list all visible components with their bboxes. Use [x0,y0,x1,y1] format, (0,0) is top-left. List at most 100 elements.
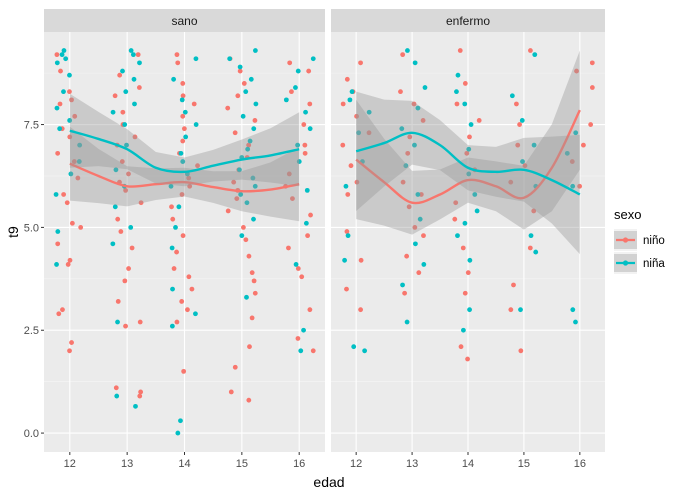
data-point [181,126,187,132]
data-point [358,60,363,66]
x-tick-label: 12 [64,458,76,470]
data-point [455,233,460,239]
data-point [128,48,134,53]
data-point [400,282,405,288]
data-point [189,286,195,292]
data-point [522,163,528,169]
data-point [241,224,246,230]
x-tick-label: 15 [236,458,248,470]
data-point [247,138,253,144]
strip-background [331,9,605,32]
data-point [465,270,471,276]
data-point [295,266,301,271]
data-point [132,134,138,140]
data-point [404,319,410,325]
data-point [400,52,406,58]
data-point [170,286,175,292]
data-point [464,150,470,156]
data-point [180,138,186,144]
data-point [181,368,187,374]
data-point [117,72,123,78]
data-point [193,122,199,127]
data-point [247,344,252,350]
data-point [301,122,307,127]
data-point [533,249,539,255]
data-point [246,397,252,403]
data-point [168,183,174,189]
data-point [509,93,515,99]
data-point [461,327,466,333]
data-point [476,118,482,123]
data-point [126,266,131,271]
x-tick-label: 14 [178,458,190,470]
data-point [186,175,192,181]
data-point [193,56,199,62]
data-point [417,216,423,222]
data-point [303,109,308,115]
data-point [508,307,514,313]
data-point [398,89,403,95]
data-point [132,101,137,107]
data-point [235,93,241,99]
data-point [349,89,355,95]
data-point [293,85,298,90]
data-point [180,113,186,119]
data-point [55,241,61,247]
smooth-line-nina [355,131,581,196]
data-point [128,224,134,230]
legend: sexo niño niña [614,207,665,274]
data-point [418,192,424,197]
legend-key-point [622,237,629,243]
y-tick-label: 0.0 [24,428,39,440]
data-point [185,307,190,313]
data-point [303,220,309,226]
data-point [252,183,258,189]
data-point [589,85,595,90]
data-point [532,52,538,58]
data-point [195,163,200,169]
data-point [253,48,258,53]
data-point [412,142,417,148]
data-point [55,150,61,156]
data-point [404,253,410,259]
data-point [245,146,251,152]
data-point [135,52,141,58]
data-point [348,163,354,169]
data-point [290,196,295,202]
smooth-ribbon-nino [69,126,300,222]
data-point [251,278,257,284]
data-point [110,241,116,247]
data-point [588,122,594,127]
legend-key-point [622,260,629,266]
data-point [458,344,464,350]
data-point [246,142,252,148]
data-point [180,81,186,86]
data-point [115,319,120,325]
points-group [340,48,595,362]
data-point [302,150,308,156]
data-point [243,89,249,95]
data-point [250,175,256,181]
data-point [310,56,316,62]
x-tick-label: 13 [121,458,133,470]
data-point [67,72,72,78]
data-point [252,118,258,123]
data-point [307,307,313,313]
data-point [240,113,246,119]
data-point [356,130,362,136]
data-point [304,187,310,193]
data-point [61,192,67,197]
data-point [180,159,186,164]
x-tick-label: 16 [293,458,305,470]
x-tick-label: 14 [462,458,474,470]
data-point [53,192,59,197]
data-point [345,233,351,239]
data-point [123,187,128,193]
data-point [527,245,533,251]
data-point [178,150,184,156]
smooth-lines [69,93,300,222]
data-point [343,183,349,189]
data-point [411,101,417,107]
data-point [54,105,60,111]
x-tick-label: 13 [406,458,418,470]
